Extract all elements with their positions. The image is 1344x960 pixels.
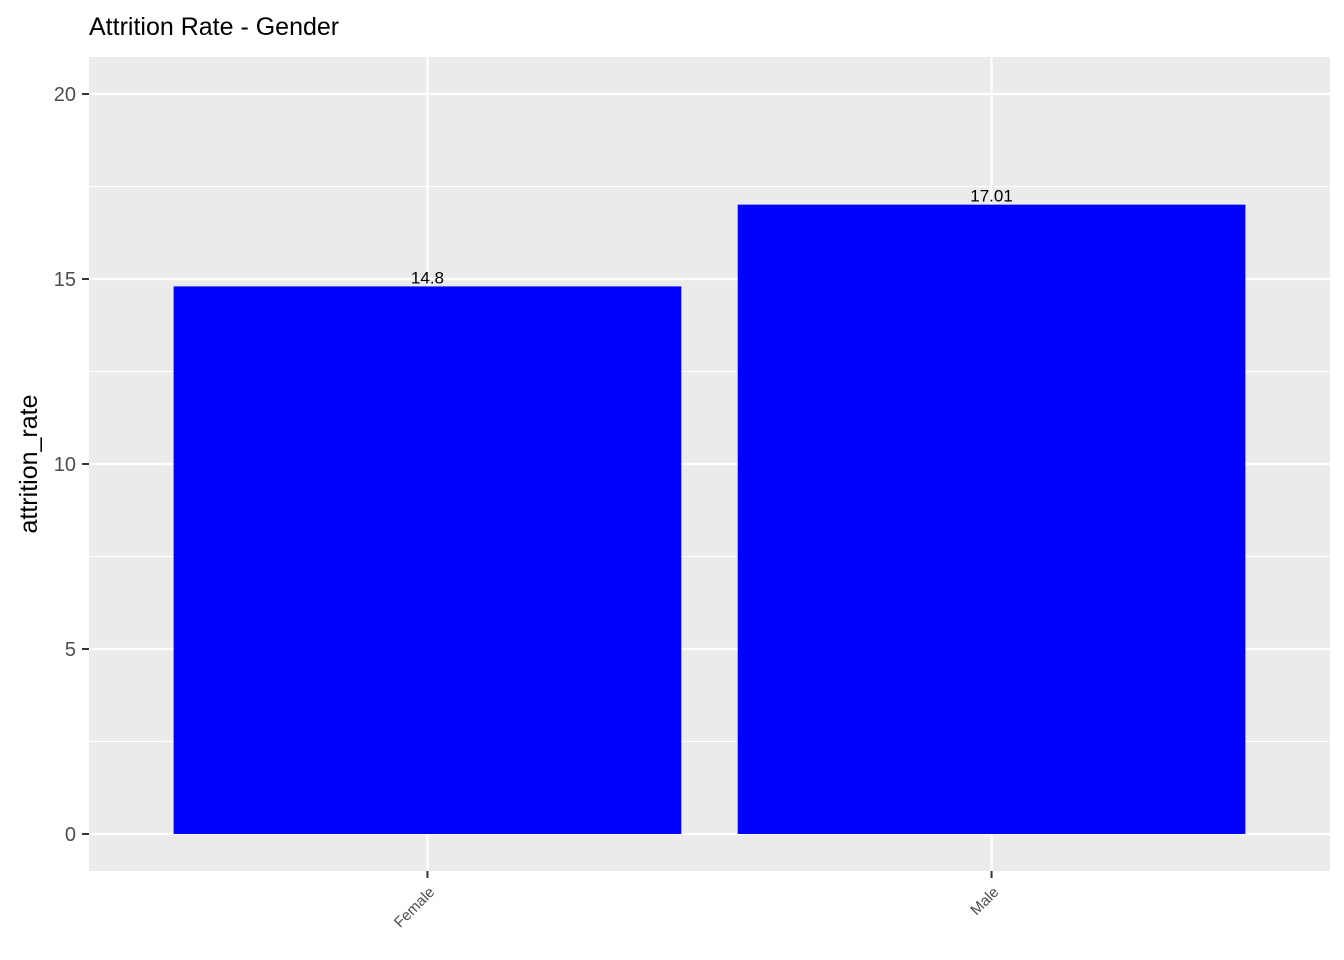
data-label-female: 14.8 (411, 268, 444, 287)
y-tick-label: 15 (54, 269, 76, 291)
bar-female (173, 286, 682, 834)
data-label-male: 17.01 (970, 187, 1013, 206)
y-axis: 0 5 10 15 20 (54, 84, 89, 846)
bars (173, 204, 1246, 834)
data-labels: 14.8 17.01 (411, 187, 1013, 288)
chart-title: Attrition Rate - Gender (89, 13, 339, 41)
y-tick-label: 20 (54, 84, 76, 106)
y-axis-title: attrition_rate (15, 395, 43, 534)
y-tick-label: 0 (65, 824, 76, 846)
bar-male (737, 204, 1246, 834)
y-tick-label: 10 (54, 454, 76, 476)
y-tick-label: 5 (65, 639, 76, 661)
